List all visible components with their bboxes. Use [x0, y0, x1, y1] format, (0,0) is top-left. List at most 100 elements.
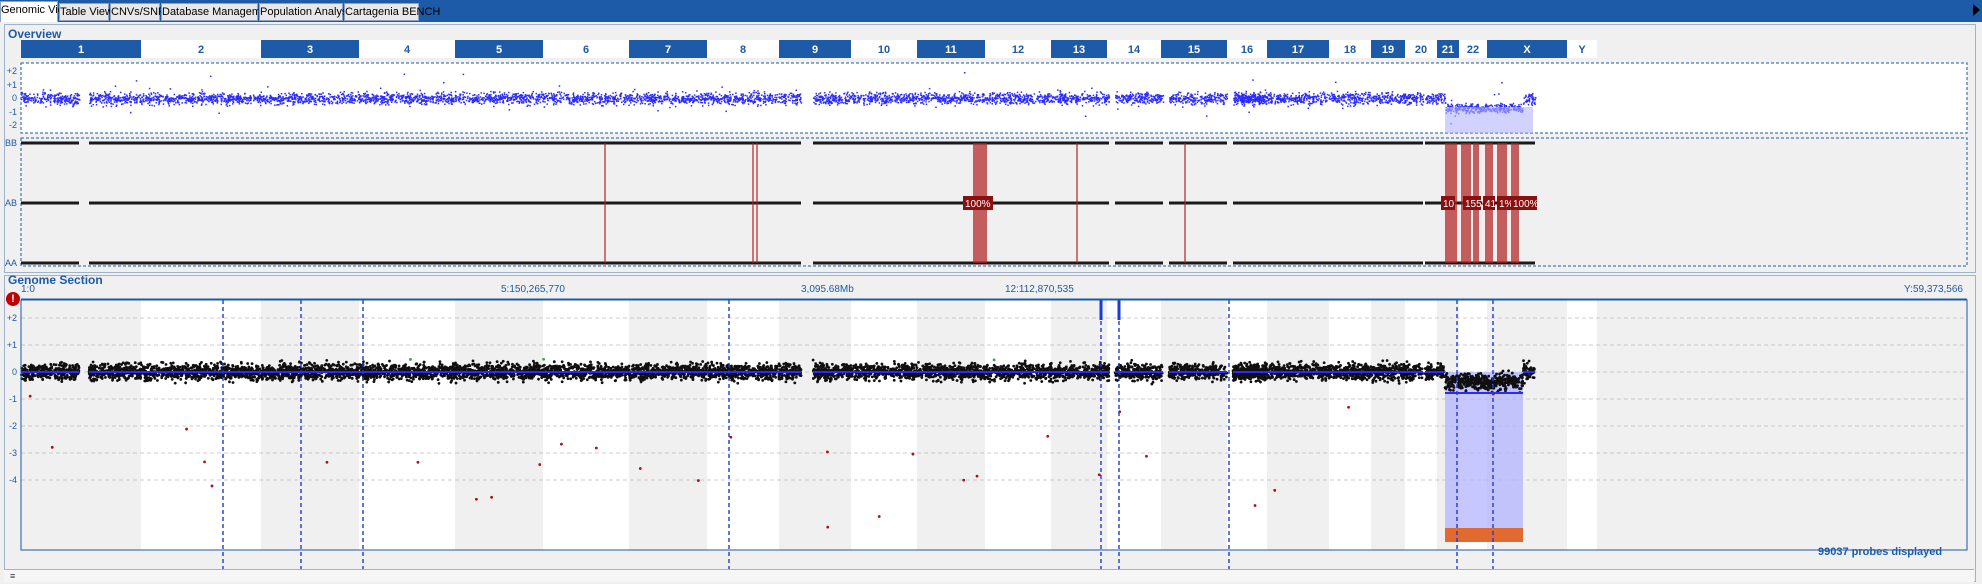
probe-point — [369, 101, 371, 103]
probe-point — [1193, 103, 1196, 106]
probe-point — [528, 94, 530, 97]
probe-point — [656, 98, 658, 101]
probe-point — [923, 100, 925, 102]
probe-point — [305, 100, 307, 103]
probe-point — [1079, 98, 1081, 101]
probe-point — [462, 98, 465, 100]
probe-point — [1044, 96, 1046, 99]
probe-point — [1007, 99, 1009, 101]
probe-point — [1175, 101, 1177, 103]
probe-point — [178, 94, 180, 97]
probe-point — [319, 93, 321, 95]
probe-point — [926, 96, 928, 98]
probe-point — [675, 98, 678, 100]
probe-point — [575, 97, 577, 99]
expand-arrow-icon[interactable] — [1973, 4, 1980, 16]
probe-point — [983, 99, 986, 101]
probe-point — [1131, 93, 1134, 95]
probe-point — [826, 100, 829, 103]
probe-point — [591, 99, 594, 101]
tab-table-view[interactable]: Table View — [59, 3, 113, 21]
probe-point — [492, 91, 495, 93]
probe-point — [1006, 100, 1008, 103]
probe-point — [230, 95, 232, 97]
probe-point — [1198, 100, 1200, 102]
probe-point — [455, 95, 457, 97]
probe-point — [833, 95, 836, 98]
probe-point — [936, 96, 938, 99]
probe-point — [830, 101, 832, 103]
probe-point — [1264, 89, 1267, 91]
probe-point — [512, 102, 514, 104]
probe-point — [1042, 96, 1044, 98]
probe-point — [1177, 94, 1180, 96]
probe-point — [115, 105, 118, 108]
probe-point — [263, 95, 265, 97]
probe-point — [123, 96, 126, 99]
probe-point — [247, 99, 250, 101]
probe-point — [359, 99, 362, 102]
probe-point — [444, 100, 447, 102]
probe-point — [730, 97, 732, 99]
probe-point — [881, 100, 883, 103]
probe-point — [1209, 98, 1212, 100]
chromosome-header-2 — [141, 40, 261, 58]
probe-point — [311, 95, 313, 98]
probe-point — [249, 99, 252, 102]
probe-point — [186, 98, 189, 100]
probe-point — [964, 94, 966, 96]
overview-plot[interactable]: 1 2 3 4 5 6 7 8 9 10 11 12 13 14 15 16 17 18 19 20 21 22 X Y+2+… — [5, 25, 1975, 272]
probe-point — [512, 96, 514, 98]
probe-point — [479, 96, 482, 98]
probe-point — [905, 99, 908, 102]
probe-point — [1283, 96, 1286, 98]
probe-point — [1002, 99, 1005, 101]
probe-point — [692, 99, 695, 102]
probe-point — [585, 99, 588, 102]
probe-point — [214, 100, 216, 102]
probe-point — [289, 100, 291, 102]
probe-point — [455, 97, 458, 99]
probe-point — [438, 99, 441, 102]
probe-point — [71, 99, 74, 102]
tab-database-management[interactable]: Database Management — [161, 3, 276, 21]
probe-point — [63, 103, 66, 105]
probe-point — [106, 94, 109, 97]
probe-point — [328, 93, 330, 95]
probe-point — [593, 100, 596, 103]
probe-point — [393, 94, 395, 97]
probe-point — [1121, 94, 1123, 96]
probe-point — [330, 100, 333, 103]
probe-point — [370, 100, 373, 102]
probe-point — [916, 100, 919, 103]
probe-point — [391, 99, 394, 102]
probe-point — [130, 104, 132, 107]
probe-point — [523, 96, 526, 98]
probe-point — [845, 100, 848, 103]
probe-point — [843, 93, 845, 95]
probe-point — [210, 95, 212, 97]
probe-point — [424, 100, 427, 103]
tab-cartagenia-bench[interactable]: Cartagenia BENCH — [344, 3, 440, 21]
probe-point — [760, 94, 763, 96]
tab-genomic-view[interactable]: Genomic View — [0, 1, 72, 22]
probe-point — [325, 98, 327, 101]
tab-cnvs-snps[interactable]: CNVs/SNPs — [110, 3, 171, 21]
probe-point — [973, 97, 975, 99]
probe-point — [260, 104, 262, 107]
probe-point — [394, 101, 396, 103]
probe-point — [517, 92, 519, 95]
probe-point — [822, 99, 824, 102]
probe-point — [470, 98, 473, 101]
probe-point — [302, 96, 304, 98]
probe-point — [129, 92, 131, 95]
probe-point — [769, 94, 772, 96]
probe-point — [853, 95, 856, 98]
probe-point — [582, 93, 584, 96]
probe-point — [282, 102, 284, 104]
probe-point — [547, 99, 549, 102]
tab-population-analysis[interactable]: Population Analysis — [259, 3, 355, 21]
probe-point — [639, 96, 641, 99]
probe-point — [1252, 79, 1254, 81]
probe-point — [708, 97, 710, 100]
